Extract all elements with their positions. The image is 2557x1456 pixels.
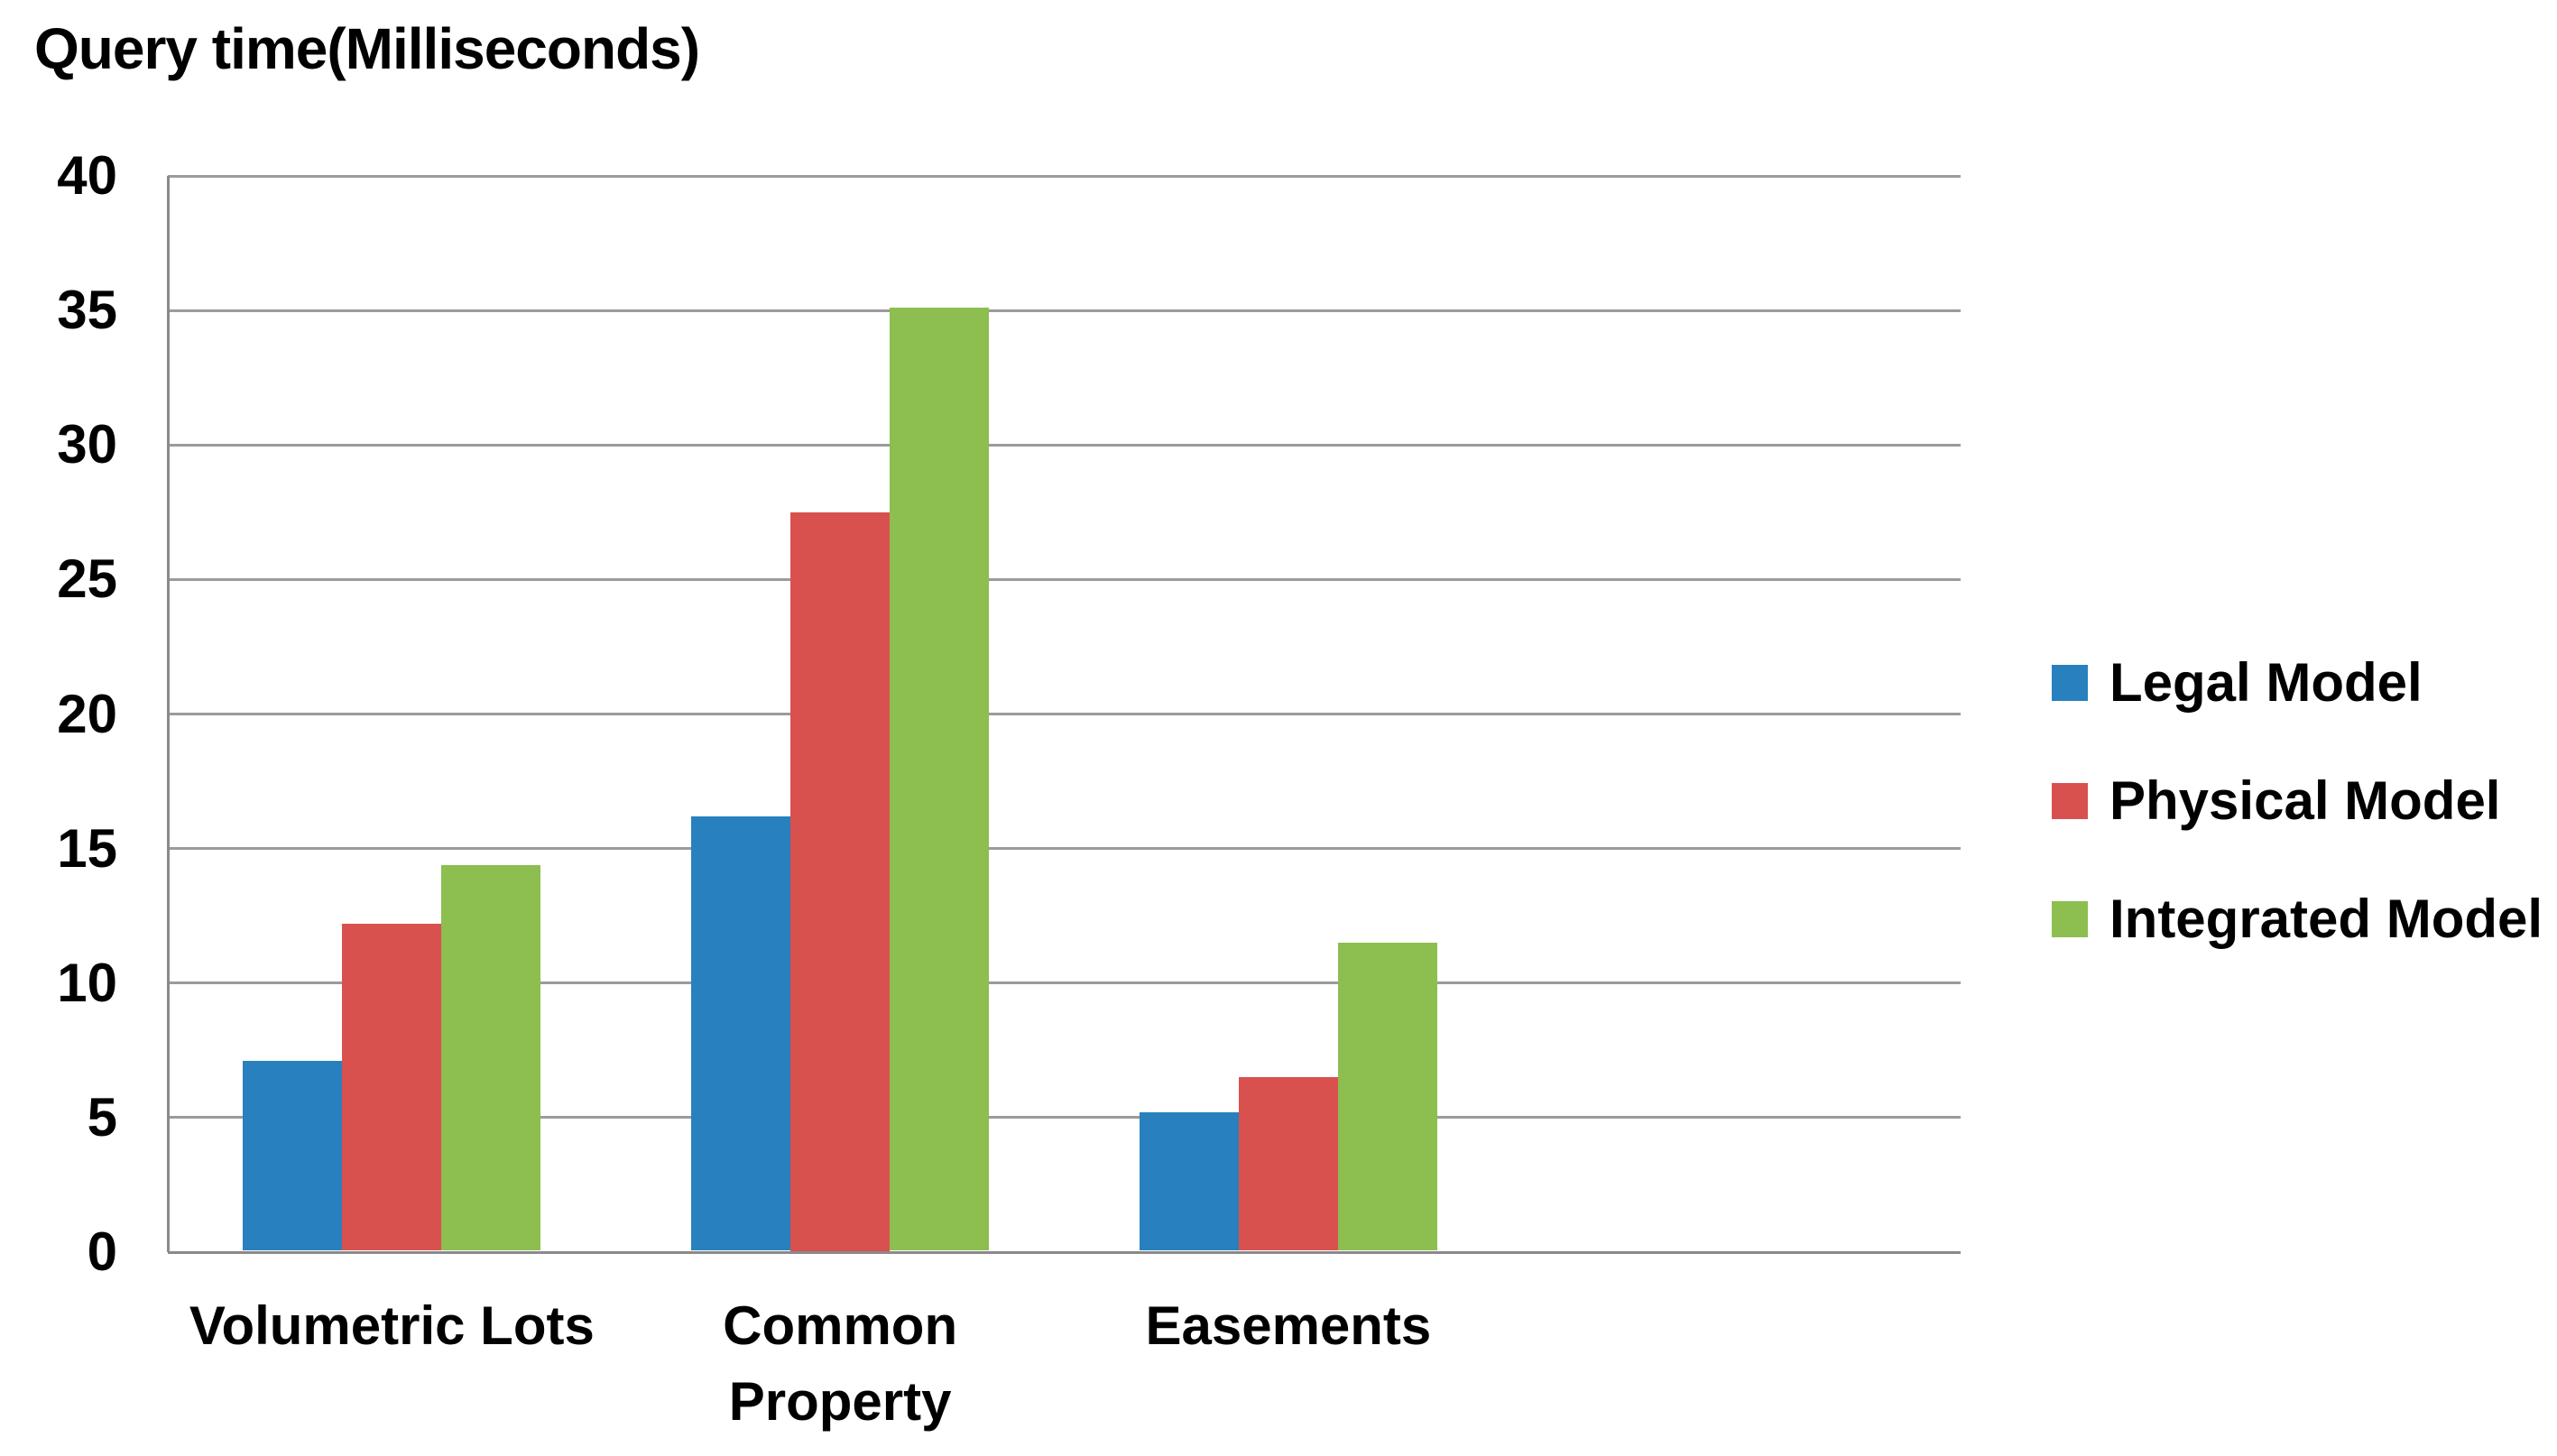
legend-label: Legal Model xyxy=(2109,652,2423,713)
legend-swatch xyxy=(2052,665,2088,701)
bar xyxy=(1337,943,1437,1251)
y-tick-label: 5 xyxy=(87,1086,117,1147)
legend-swatch xyxy=(2052,901,2088,937)
bar xyxy=(441,864,541,1251)
bar xyxy=(691,816,791,1251)
y-tick-label: 25 xyxy=(57,548,117,610)
legend-item: Integrated Model xyxy=(2052,888,2543,951)
y-tick-label: 10 xyxy=(57,952,117,1013)
y-tick-label: 15 xyxy=(57,817,117,879)
x-category-label: Common Property xyxy=(723,1295,958,1432)
gridline xyxy=(168,847,1961,851)
gridline xyxy=(168,174,1961,178)
x-category-label: Easements xyxy=(1145,1295,1432,1356)
y-tick-label: 20 xyxy=(57,683,117,744)
gridline xyxy=(168,443,1961,447)
x-category-label: Volumetric Lots xyxy=(189,1295,595,1356)
gridline xyxy=(168,1116,1961,1120)
legend-swatch xyxy=(2052,783,2088,819)
bar xyxy=(1139,1111,1239,1251)
bar xyxy=(342,924,442,1251)
legend-item: Physical Model xyxy=(2052,769,2500,833)
x-axis-line xyxy=(168,1250,1961,1254)
bar xyxy=(890,308,990,1251)
legend-label: Physical Model xyxy=(2109,770,2501,831)
y-tick-label: 40 xyxy=(57,145,117,206)
y-tick-label: 0 xyxy=(87,1221,117,1282)
y-axis-line xyxy=(166,176,170,1252)
bar xyxy=(1238,1077,1338,1251)
legend-label: Integrated Model xyxy=(2109,889,2543,949)
gridline xyxy=(168,309,1961,312)
bar xyxy=(243,1061,343,1251)
legend-item: Legal Model xyxy=(2052,651,2423,714)
y-tick-label: 35 xyxy=(57,280,117,341)
gridline xyxy=(168,713,1961,715)
chart-title: Query time(Milliseconds) xyxy=(34,16,700,81)
y-tick-label: 30 xyxy=(57,414,117,475)
gridline xyxy=(168,981,1961,985)
bar xyxy=(790,511,891,1251)
gridline xyxy=(168,577,1961,581)
